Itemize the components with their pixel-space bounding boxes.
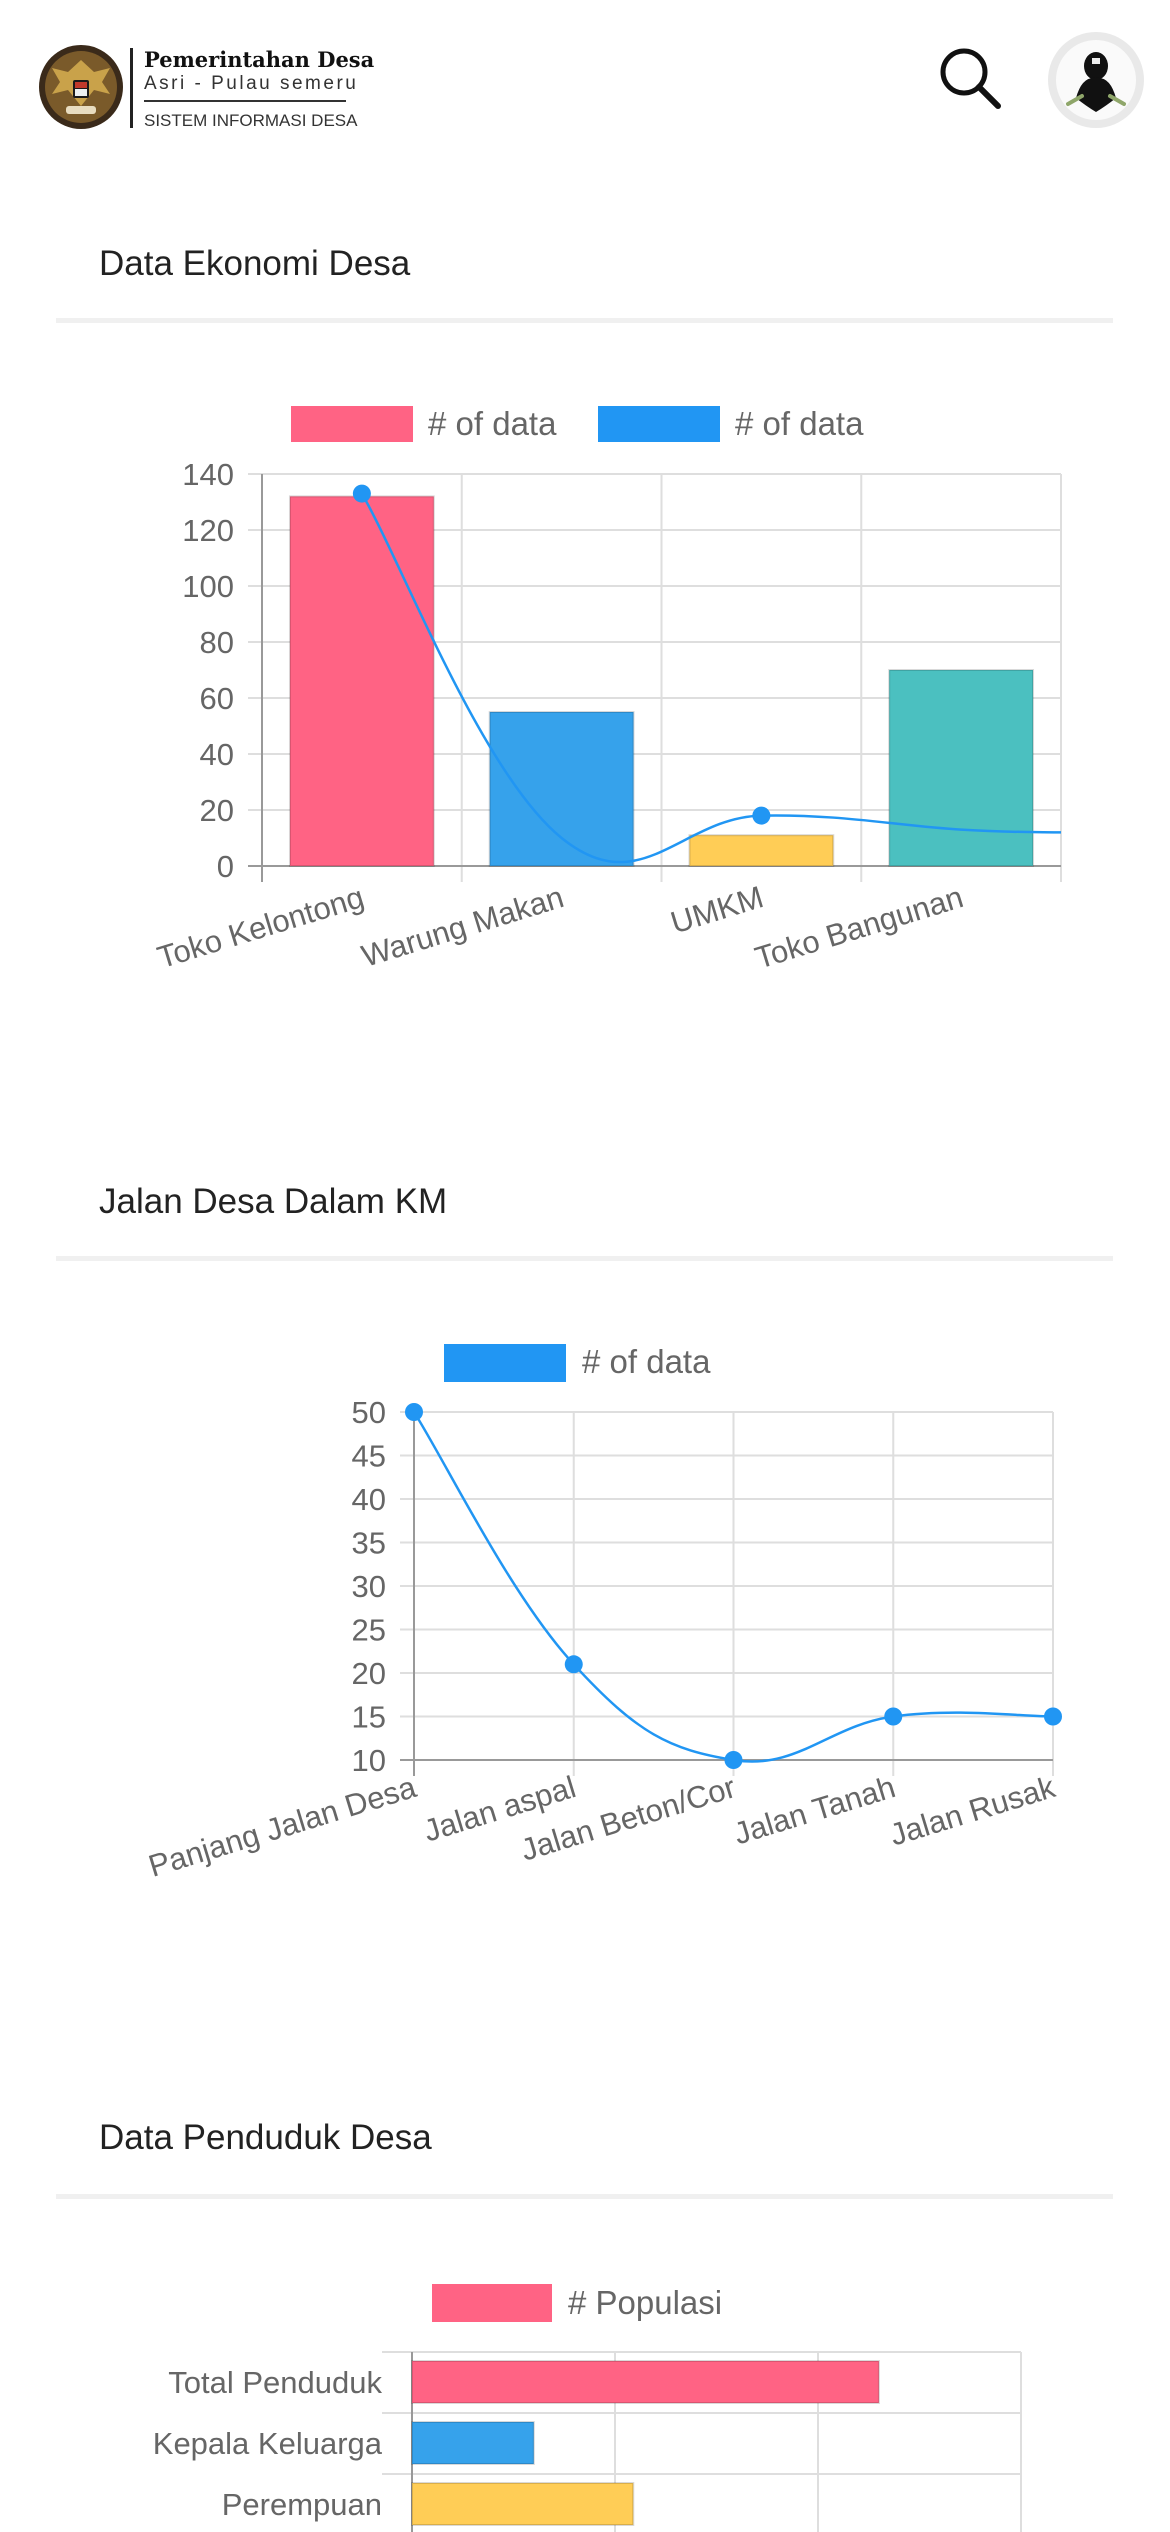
app-header: Pemerintahan Desa Asri - Pulau semeru SI…: [0, 0, 1170, 170]
y-tick-label: 20: [200, 793, 234, 828]
brand-system-name: SISTEM INFORMASI DESA: [144, 111, 358, 130]
x-tick-label: Jalan Tanah: [730, 1769, 900, 1851]
y-tick-label: Total Penduduk: [168, 2365, 382, 2400]
section-title-penduduk: Data Penduduk Desa: [99, 2118, 432, 2157]
legend-label-bar: # of data: [428, 405, 557, 442]
y-tick-label: 25: [352, 1613, 386, 1648]
line-series-curve: [412, 1411, 1054, 1763]
bar-umkm: [688, 834, 835, 868]
garuda-emblem-logo: [39, 45, 123, 129]
brand-divider: [130, 48, 133, 128]
section-divider: [56, 318, 1113, 323]
line-point: [1044, 1707, 1062, 1726]
line-point: [564, 1655, 583, 1674]
y-tick-label: 35: [352, 1526, 386, 1561]
line-point: [352, 484, 371, 503]
y-tick-label: 0: [217, 849, 234, 884]
y-tick-label: 40: [200, 737, 234, 772]
x-tick-label: Panjang Jalan Desa: [144, 1769, 420, 1884]
legend-swatch-bar: [432, 2284, 552, 2322]
bar-toko-bangunan: [888, 669, 1035, 867]
y-tick-label: 40: [352, 1482, 386, 1517]
y-tick-label: 10: [352, 1743, 386, 1778]
bar-perempuan: [411, 2482, 635, 2526]
y-tick-label: Kepala Keluarga: [153, 2426, 383, 2461]
legend-label-line: # of data: [582, 1343, 711, 1380]
legend-label-bar: # Populasi: [568, 2284, 722, 2321]
legend-swatch-line: [598, 406, 720, 442]
x-tick-label: Toko Kelontong: [153, 879, 368, 975]
section-title-ekonomi: Data Ekonomi Desa: [99, 244, 411, 283]
chart-penduduk: # Populasi Total Penduduk Kepala Keluarga P…: [153, 2284, 1022, 2532]
section-title-jalan: Jalan Desa Dalam KM: [99, 1182, 448, 1221]
y-tick-label: 80: [200, 625, 234, 660]
y-tick-label: 20: [352, 1656, 386, 1691]
line-point: [724, 1751, 743, 1769]
bar-toko-kelontong: [288, 495, 435, 867]
section-divider: [56, 2194, 1113, 2199]
user-icon: [1066, 52, 1126, 112]
chart-jalan: # of data 10 15 20 25 30 35 40 45 50 Panjang Jalan…: [144, 1343, 1062, 1884]
line-point: [405, 1403, 423, 1421]
x-tick-label: Toko Bangunan: [751, 879, 967, 975]
x-tick-label: Jalan Rusak: [886, 1769, 1060, 1852]
bar-kepala-keluarga: [411, 2421, 535, 2465]
y-tick-label: 30: [352, 1569, 386, 1604]
line-series-curve: [360, 492, 1062, 864]
brand-underline: [144, 100, 346, 102]
y-tick-label: 60: [200, 681, 234, 716]
search-icon[interactable]: [936, 44, 1006, 114]
y-tick-label: Perempuan: [222, 2487, 382, 2522]
y-tick-label: 140: [182, 457, 234, 492]
y-tick-label: 120: [182, 513, 234, 548]
brand-subtitle: Asri - Pulau semeru: [144, 73, 359, 94]
x-tick-label: Warung Makan: [358, 879, 568, 974]
chart-ekonomi: # of data # of data 0 20 40 60 80 100 120 140 Toko…: [153, 405, 1062, 976]
legend-swatch-line: [444, 1344, 566, 1382]
bar-warung-makan: [488, 711, 635, 867]
y-tick-label: 100: [182, 569, 234, 604]
bar-total-penduduk: [411, 2360, 880, 2404]
line-point: [752, 806, 771, 825]
line-point: [884, 1707, 903, 1726]
y-tick-label: 15: [352, 1700, 386, 1735]
y-tick-label: 45: [352, 1439, 386, 1474]
x-tick-label: UMKM: [667, 879, 768, 940]
legend-swatch-bar: [291, 406, 413, 442]
brand-title: Pemerintahan Desa: [144, 47, 375, 72]
user-avatar[interactable]: [1048, 32, 1144, 128]
section-divider: [56, 1256, 1113, 1261]
y-tick-label: 50: [352, 1395, 386, 1430]
legend-label-line: # of data: [735, 405, 864, 442]
